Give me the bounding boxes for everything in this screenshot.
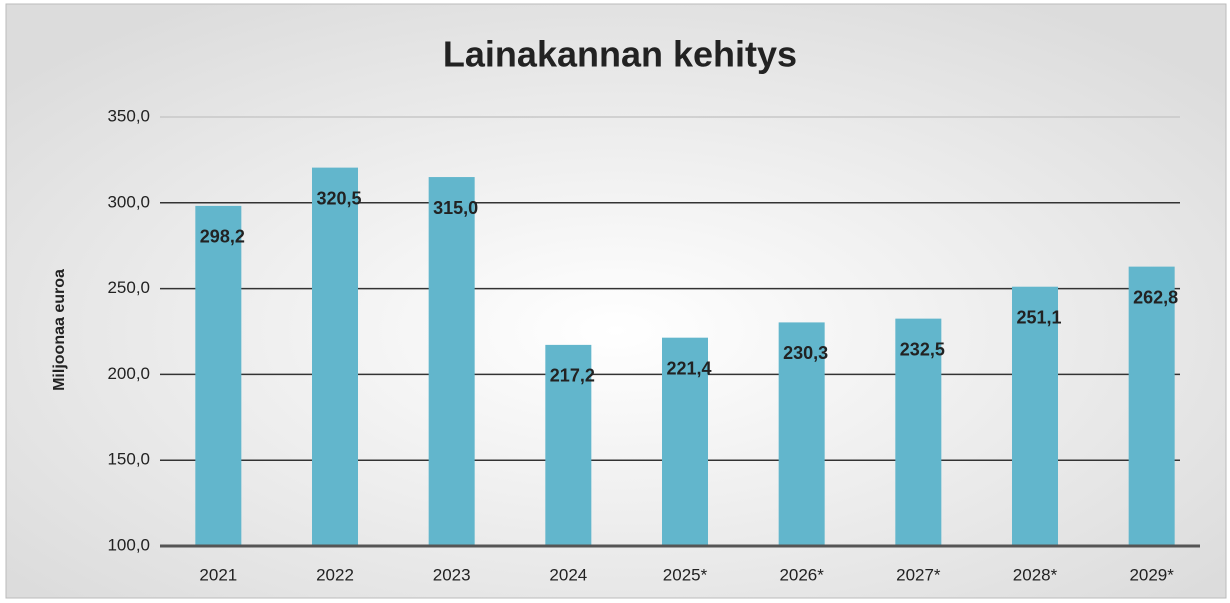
y-tick-label: 350,0 — [107, 106, 150, 125]
x-tick-label: 2024 — [549, 565, 587, 584]
y-axis-label: Miljoonaa euroa — [51, 269, 68, 391]
bar — [778, 322, 825, 546]
bar — [662, 337, 708, 546]
bar — [545, 344, 592, 546]
data-label: 315,0 — [433, 198, 478, 218]
y-tick-label: 250,0 — [107, 278, 150, 297]
x-tick-label: 2023 — [433, 565, 471, 584]
x-tick-label: 2025* — [663, 565, 708, 584]
y-tick-label: 150,0 — [107, 450, 150, 469]
x-tick-label: 2022 — [316, 565, 354, 584]
data-label: 221,4 — [666, 358, 711, 378]
x-tick-label: 2029* — [1129, 565, 1174, 584]
data-label: 251,1 — [1016, 307, 1061, 327]
data-label: 298,2 — [200, 227, 245, 247]
bar — [428, 177, 475, 546]
bar — [1012, 286, 1058, 546]
bar — [312, 167, 358, 546]
bar — [1128, 266, 1175, 546]
data-label: 232,5 — [900, 339, 945, 359]
bar — [195, 205, 242, 546]
x-tick-label: 2021 — [199, 565, 237, 584]
bar — [895, 318, 942, 546]
data-label: 320,5 — [316, 188, 361, 208]
x-tick-label: 2026* — [779, 565, 824, 584]
chart-title: Lainakannan kehitys — [443, 34, 797, 75]
data-label: 230,3 — [783, 343, 828, 363]
x-tick-label: 2028* — [1013, 565, 1058, 584]
x-tick-label: 2027* — [896, 565, 941, 584]
data-label: 217,2 — [550, 366, 595, 386]
data-label: 262,8 — [1133, 287, 1178, 307]
y-tick-label: 200,0 — [107, 364, 150, 383]
y-tick-label: 100,0 — [107, 535, 150, 554]
y-tick-label: 300,0 — [107, 192, 150, 211]
